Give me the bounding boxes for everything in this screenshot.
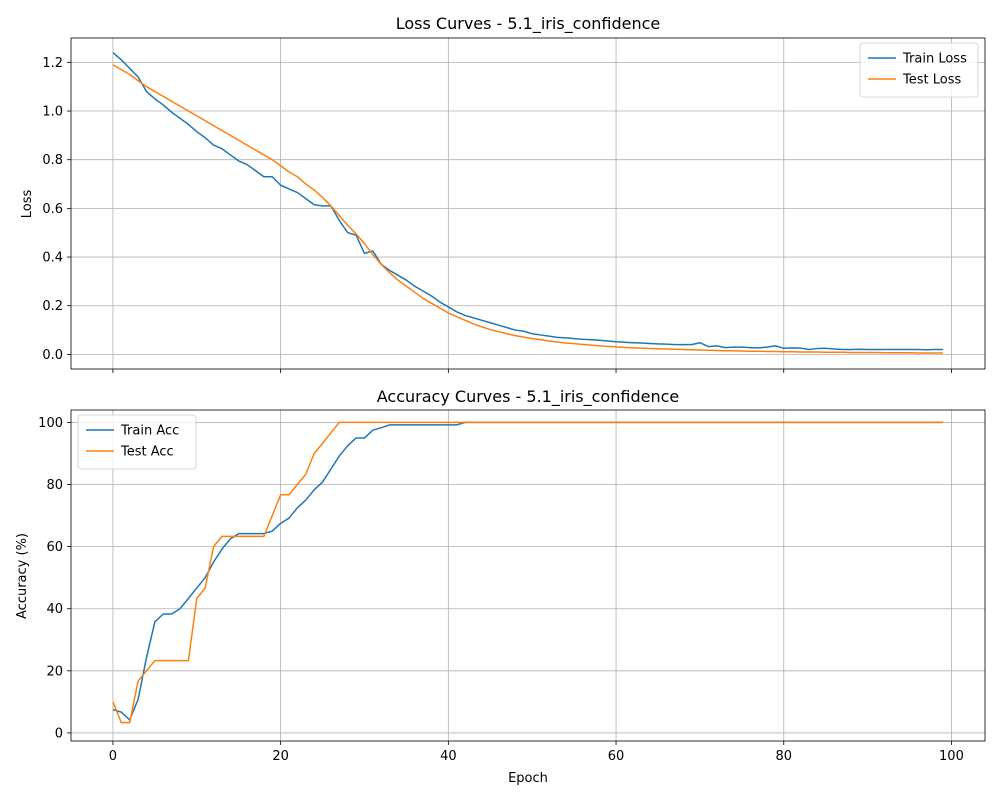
accuracy-y-tick-label: 40 (46, 602, 63, 617)
accuracy-x-tick-label: 60 (608, 749, 625, 764)
loss-y-tick-label: 0.2 (42, 299, 63, 314)
loss-legend-label: Train Loss (902, 52, 967, 67)
loss-series-train-loss (112, 52, 944, 351)
accuracy-series-group (112, 421, 944, 724)
loss-chart-title: Loss Curves - 5.1_iris_confidence (396, 14, 661, 34)
accuracy-x-tick-label: 100 (939, 749, 964, 764)
loss-axis-ticks: 0.0 0.2 0.4 0.6 0.8 1.0 1.2 (42, 56, 952, 373)
accuracy-y-tick-label: 20 (46, 664, 63, 679)
loss-legend-frame (859, 42, 979, 98)
loss-y-tick-label: 1.2 (42, 56, 63, 71)
accuracy-y-axis-label: Accuracy (%) (15, 533, 30, 619)
loss-y-tick-label: 0.8 (42, 153, 63, 168)
loss-legend-label: Test Loss (902, 73, 961, 88)
accuracy-y-tick-label: 60 (46, 540, 63, 555)
loss-legend: Train Loss Test Loss (859, 42, 979, 98)
accuracy-x-tick-label: 20 (272, 749, 289, 764)
loss-y-tick-label: 1.0 (42, 105, 63, 120)
accuracy-panel: Accuracy Curves - 5.1_iris_confidence Ac… (15, 387, 986, 786)
accuracy-y-tick-label: 100 (38, 416, 63, 431)
loss-y-tick-label: 0.4 (42, 251, 63, 266)
loss-y-tick-label: 0.0 (42, 348, 63, 363)
accuracy-x-tick-label: 40 (440, 749, 457, 764)
loss-series-test-loss (112, 64, 944, 354)
loss-grid (71, 38, 985, 369)
accuracy-y-tick-label: 0 (55, 726, 63, 741)
loss-y-axis-label: Loss (20, 190, 35, 219)
accuracy-legend-label: Test Acc (120, 445, 174, 460)
accuracy-chart-title: Accuracy Curves - 5.1_iris_confidence (377, 387, 679, 407)
accuracy-x-axis-label: Epoch (508, 771, 548, 786)
loss-y-tick-label: 0.6 (42, 202, 63, 217)
accuracy-axis-ticks: 0 20 40 60 80 100 0 20 40 60 80 100 (38, 416, 964, 764)
accuracy-series-test-acc (112, 421, 944, 724)
accuracy-y-tick-label: 80 (46, 478, 63, 493)
accuracy-x-tick-label: 80 (775, 749, 792, 764)
accuracy-plot-frame (70, 409, 986, 742)
loss-series-group (112, 52, 944, 354)
loss-plot-frame (70, 37, 986, 370)
accuracy-legend-frame (77, 414, 197, 470)
accuracy-legend-label: Train Acc (120, 424, 179, 439)
accuracy-x-tick-label: 0 (109, 749, 117, 764)
loss-panel: Loss Curves - 5.1_iris_confidence Loss 0… (20, 14, 986, 373)
accuracy-legend: Train Acc Test Acc (77, 414, 197, 470)
